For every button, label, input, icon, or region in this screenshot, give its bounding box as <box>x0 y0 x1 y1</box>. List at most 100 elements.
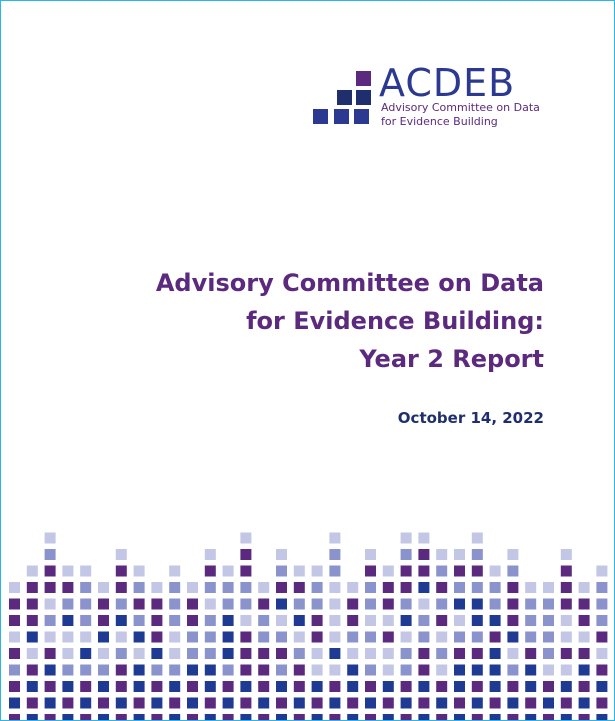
decor-square <box>472 549 483 560</box>
decor-square <box>9 665 20 676</box>
decor-square <box>543 714 554 720</box>
decor-square <box>561 599 572 610</box>
decor-square <box>312 582 323 593</box>
decor-square <box>401 566 412 577</box>
decor-square <box>401 648 412 659</box>
decor-square <box>525 648 536 659</box>
decor-square <box>401 698 412 709</box>
decor-square <box>240 714 251 720</box>
decor-square <box>223 681 234 692</box>
decor-square <box>240 582 251 593</box>
decor-square <box>507 714 518 720</box>
decor-square <box>116 665 127 676</box>
decor-square <box>276 615 287 626</box>
decor-square <box>401 615 412 626</box>
decor-square <box>169 681 180 692</box>
decor-square <box>454 549 465 560</box>
title-line: Year 2 Report <box>359 345 544 373</box>
decor-square <box>80 714 91 720</box>
decor-square <box>472 533 483 544</box>
decor-square <box>27 681 38 692</box>
decor-square <box>579 615 590 626</box>
logo-name: Advisory Committee on Data <box>381 101 540 114</box>
decor-square <box>436 632 447 643</box>
decor-square <box>151 599 162 610</box>
decor-square <box>436 698 447 709</box>
decor-square <box>80 615 91 626</box>
decor-square <box>596 615 607 626</box>
decor-square <box>347 698 358 709</box>
decor-square <box>596 665 607 676</box>
logo-acronym: ACDEB <box>379 61 515 105</box>
decor-square <box>116 714 127 720</box>
decor-square <box>329 599 340 610</box>
decor-square <box>240 665 251 676</box>
decor-square <box>205 566 216 577</box>
decor-square <box>223 566 234 577</box>
decor-square <box>312 698 323 709</box>
decor-square <box>561 582 572 593</box>
decor-square <box>596 714 607 720</box>
decor-square <box>383 566 394 577</box>
decor-square <box>507 599 518 610</box>
decor-square <box>187 681 198 692</box>
decor-square <box>294 582 305 593</box>
decor-square <box>365 599 376 610</box>
decor-square <box>98 632 109 643</box>
decor-square <box>365 714 376 720</box>
decor-square <box>347 632 358 643</box>
decor-square <box>507 681 518 692</box>
decor-square <box>436 549 447 560</box>
decor-square <box>543 632 554 643</box>
decor-square <box>347 599 358 610</box>
decor-square <box>436 648 447 659</box>
decor-square <box>9 714 20 720</box>
decor-square <box>596 582 607 593</box>
decor-square <box>294 566 305 577</box>
decor-square <box>312 714 323 720</box>
decor-square <box>490 665 501 676</box>
decor-square <box>507 615 518 626</box>
decor-square <box>80 698 91 709</box>
decor-square <box>561 698 572 709</box>
decor-square <box>240 615 251 626</box>
decor-square <box>454 665 465 676</box>
decor-square <box>418 698 429 709</box>
decor-square <box>205 632 216 643</box>
decor-square <box>187 698 198 709</box>
decor-square <box>436 665 447 676</box>
decor-square <box>383 648 394 659</box>
decor-square <box>401 714 412 720</box>
decor-square <box>151 698 162 709</box>
decor-square <box>365 681 376 692</box>
decor-square <box>401 533 412 544</box>
decor-square <box>240 566 251 577</box>
decor-square <box>418 648 429 659</box>
decor-square <box>169 648 180 659</box>
decor-square <box>151 648 162 659</box>
decor-square <box>490 632 501 643</box>
decor-square <box>472 681 483 692</box>
decor-square <box>80 681 91 692</box>
decor-square <box>401 665 412 676</box>
decor-square <box>436 566 447 577</box>
decor-square <box>45 533 56 544</box>
decor-square <box>116 698 127 709</box>
decor-square <box>62 714 73 720</box>
decor-square <box>45 615 56 626</box>
decor-square <box>98 648 109 659</box>
decor-square <box>525 665 536 676</box>
decor-square <box>472 648 483 659</box>
decor-square <box>543 599 554 610</box>
decor-square <box>329 698 340 709</box>
decor-square <box>223 665 234 676</box>
decor-square <box>596 566 607 577</box>
decor-square <box>418 599 429 610</box>
decor-square <box>596 632 607 643</box>
decor-square <box>383 632 394 643</box>
decor-square <box>418 549 429 560</box>
decor-square <box>116 681 127 692</box>
decor-square <box>472 698 483 709</box>
decor-square <box>472 599 483 610</box>
decor-square <box>365 549 376 560</box>
